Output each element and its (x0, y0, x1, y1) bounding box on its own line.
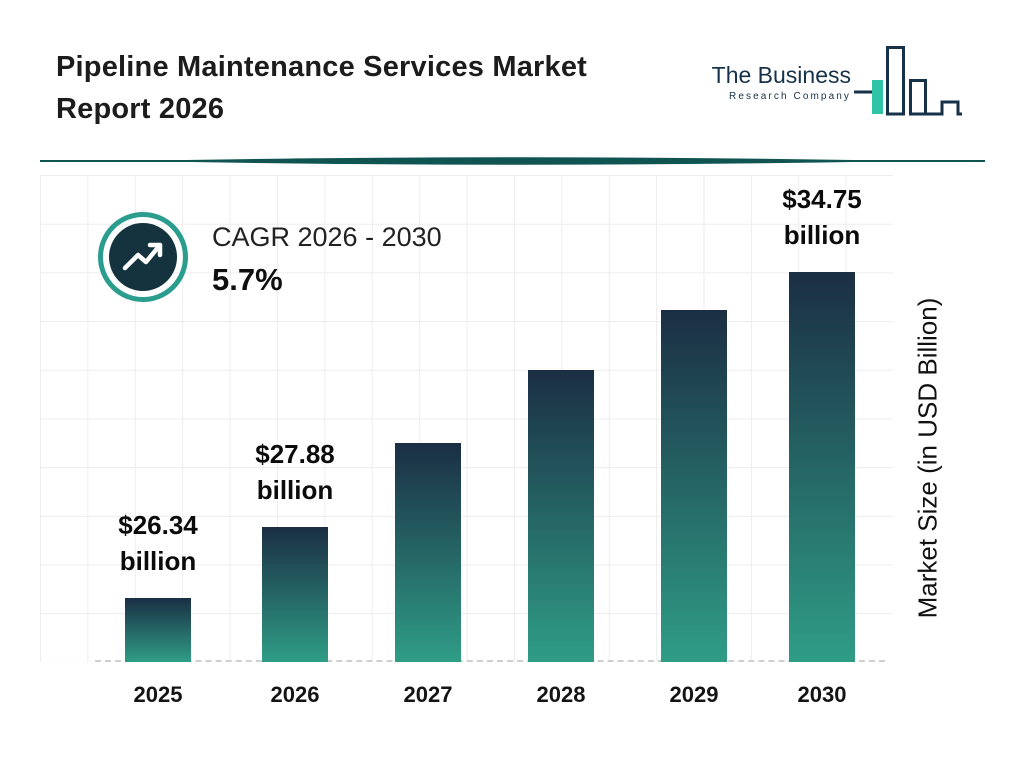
value-unit-2026: billion (256, 475, 334, 506)
company-subtitle: Research Company (729, 91, 851, 102)
x-axis-label-2028: 2028 (536, 682, 586, 707)
value-amount-2030: $34.75 (782, 184, 862, 215)
bar-chart-logo-icon (854, 46, 962, 116)
x-axis-label-2026: 2026 (270, 682, 320, 707)
page-title-line-1: Pipeline Maintenance Services Market (56, 51, 588, 83)
value-amount-2025: $26.34 (118, 510, 198, 541)
company-logo-text: The Business Research Company (712, 62, 851, 102)
cagr-value: 5.7% (212, 262, 283, 297)
value-unit-2025: billion (119, 546, 197, 577)
x-axis-label-2025: 2025 (133, 682, 183, 707)
trending-up-icon (98, 212, 188, 302)
bar-2029 (661, 310, 727, 662)
bar-2028 (528, 370, 594, 662)
value-unit-2030: billion (783, 220, 861, 251)
page-title-line-2: Report 2026 (56, 93, 225, 126)
bar-2025 (125, 598, 191, 662)
bar-2030 (789, 272, 855, 662)
value-label-2026: $27.88 billion (255, 437, 335, 509)
bar-2026 (262, 527, 328, 662)
x-axis-label-2027: 2027 (403, 682, 453, 707)
company-logo: The Business Research Company (712, 42, 964, 122)
value-label-2030: $34.75 billion (782, 182, 862, 254)
x-axis-baseline (95, 660, 885, 662)
value-amount-2026: $27.88 (255, 439, 335, 470)
page-title: Pipeline Maintenance Services Market Rep… (56, 46, 587, 130)
company-name: The Business (711, 62, 851, 88)
y-axis-label: Market Size (in USD Billion) (912, 297, 943, 619)
x-axis-label-2029: 2029 (669, 682, 719, 707)
plot-area: $26.34 billion 2025 $27.88 billion 2026 2027 20… (40, 175, 893, 707)
x-axis-label-2030: 2030 (797, 682, 847, 707)
bar-2027 (395, 443, 461, 662)
cagr-label: CAGR 2026 - 2030 (212, 222, 442, 252)
divider-line (40, 157, 985, 165)
value-label-2025: $26.34 billion (118, 508, 198, 580)
